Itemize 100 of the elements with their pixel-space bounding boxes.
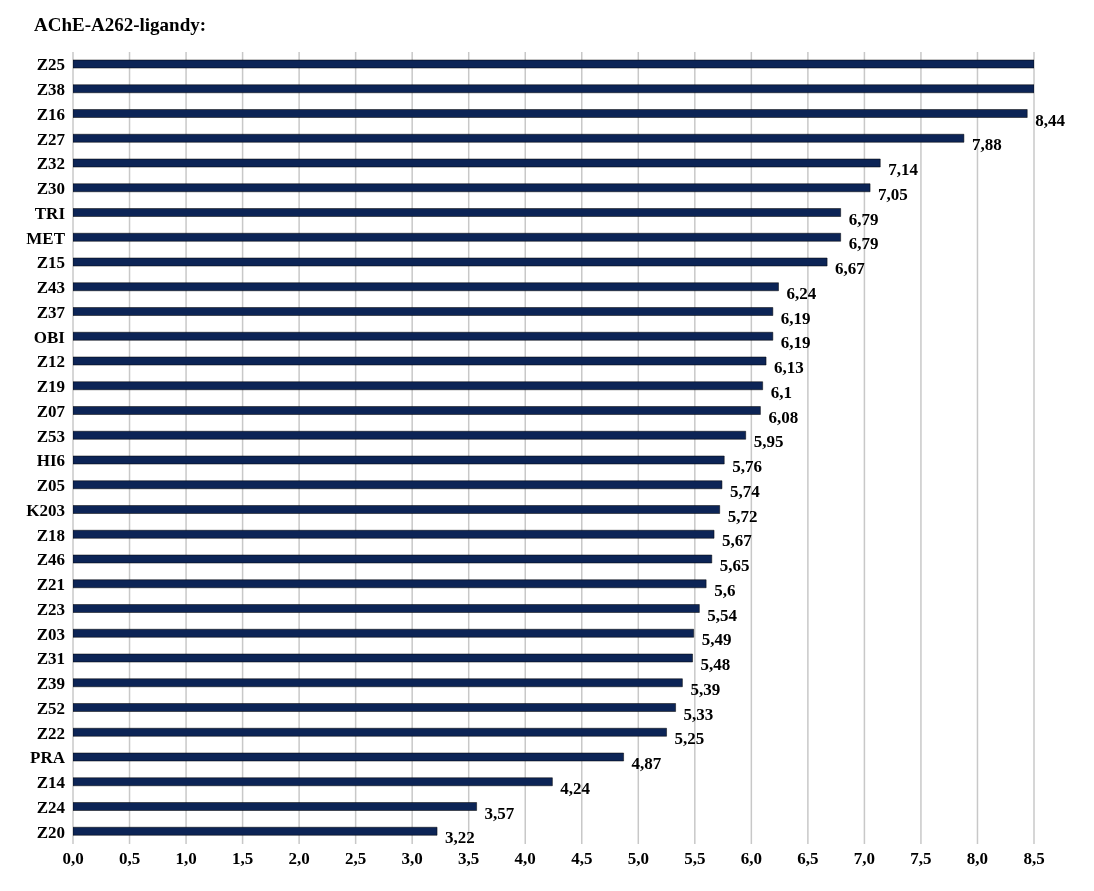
bar — [73, 431, 746, 440]
data-label: 7,14 — [888, 160, 919, 179]
y-tick-label: Z23 — [36, 599, 65, 619]
y-tick-label: Z30 — [36, 179, 65, 199]
bar — [73, 728, 667, 737]
data-label: 5,65 — [719, 556, 750, 575]
bar — [73, 579, 707, 588]
bar — [73, 381, 763, 390]
bar — [73, 406, 761, 415]
y-tick-label: Z39 — [36, 674, 65, 694]
bar — [73, 604, 700, 613]
y-tick-label: Z25 — [36, 55, 65, 75]
x-tick-label: 2,0 — [288, 849, 310, 869]
y-tick-label: Z46 — [36, 550, 65, 570]
bar — [73, 678, 683, 687]
y-tick-label: Z37 — [36, 302, 66, 322]
data-label: 6,67 — [835, 259, 866, 278]
x-tick-label: 8,5 — [1023, 849, 1045, 869]
x-tick-label: 2,5 — [345, 849, 367, 869]
bar — [73, 530, 715, 539]
data-label: 5,76 — [732, 457, 762, 476]
y-tick-label: Z24 — [36, 797, 66, 817]
bar — [73, 134, 965, 143]
y-tick-label: Z14 — [36, 773, 66, 793]
data-label: 5,67 — [722, 531, 753, 551]
data-label: 7,05 — [878, 184, 908, 204]
data-label: 4,24 — [560, 778, 591, 798]
y-tick-label: Z32 — [36, 154, 65, 174]
y-tick-label: HI6 — [36, 451, 65, 471]
y-tick-label: Z27 — [36, 129, 66, 149]
data-label: 5,72 — [727, 506, 758, 526]
y-tick-label: Z15 — [36, 253, 65, 273]
x-tick-label: 0,0 — [62, 849, 84, 869]
x-tick-label: 6,5 — [797, 849, 819, 869]
bar — [73, 505, 720, 514]
bar — [73, 84, 1034, 93]
y-tick-label: Z12 — [36, 352, 65, 372]
bar — [73, 208, 841, 217]
x-tick-label: 6,0 — [740, 849, 762, 869]
data-label: 4,87 — [631, 754, 662, 773]
y-tick-label: Z18 — [36, 525, 65, 545]
x-tick-label: 5,5 — [684, 849, 706, 869]
bar — [73, 703, 676, 712]
bar — [73, 282, 779, 291]
y-tick-label: Z16 — [36, 104, 65, 124]
data-label: 5,6 — [714, 580, 736, 600]
y-tick-label: Z53 — [36, 426, 65, 446]
chart-title: AChE-A262-ligandy: — [34, 14, 208, 37]
y-tick-label: Z31 — [36, 649, 65, 669]
y-tick-label: Z21 — [36, 575, 65, 595]
x-tick-label: 5,0 — [627, 849, 649, 869]
data-label: 3,22 — [445, 828, 475, 848]
bar — [73, 554, 713, 564]
bar — [73, 777, 553, 786]
data-label: 6,13 — [774, 358, 804, 377]
x-tick-label: 7,5 — [910, 849, 932, 869]
data-label: 6,1 — [770, 382, 792, 402]
data-label: 5,74 — [729, 481, 761, 501]
x-tick-label: 1,0 — [175, 849, 197, 869]
y-tick-label: Z20 — [36, 822, 65, 842]
data-label: 6,19 — [780, 333, 811, 353]
x-tick-label: 0,5 — [118, 849, 141, 869]
y-tick-label: OBI — [33, 327, 66, 347]
data-label: 5,48 — [700, 655, 731, 674]
y-tick-label: Z43 — [36, 278, 65, 298]
data-label: 7,88 — [971, 135, 1002, 155]
bar — [73, 802, 477, 811]
y-tick-label: Z05 — [36, 476, 65, 496]
data-label: 5,49 — [701, 630, 732, 650]
bar — [73, 183, 871, 192]
x-tick-label: 3,5 — [458, 849, 480, 869]
y-tick-label: TRI — [34, 203, 66, 223]
x-tick-label: 1,5 — [231, 849, 254, 869]
bar — [73, 455, 725, 465]
x-tick-label: 8,0 — [966, 849, 989, 869]
data-label: 6,79 — [848, 209, 879, 229]
y-tick-label: Z03 — [36, 624, 65, 644]
data-label: 5,95 — [753, 432, 784, 452]
y-tick-label: Z19 — [36, 377, 65, 397]
bar — [73, 233, 841, 242]
bar — [73, 480, 723, 489]
bar — [73, 158, 881, 168]
y-tick-label: Z22 — [36, 723, 65, 743]
data-label: 5,33 — [683, 704, 714, 724]
bar — [73, 653, 693, 663]
y-tick-label: K203 — [26, 500, 65, 520]
data-label: 6,19 — [780, 308, 811, 328]
y-tick-label: Z07 — [36, 401, 66, 421]
data-label: 3,57 — [484, 803, 515, 823]
data-label: 6,08 — [768, 407, 799, 427]
bar — [73, 752, 624, 762]
data-label: 5,39 — [690, 679, 721, 699]
x-tick-label: 4,5 — [571, 849, 593, 869]
bar — [73, 629, 694, 638]
bar — [73, 59, 1034, 69]
data-label: 5,25 — [674, 729, 705, 749]
y-tick-label: MET — [26, 228, 66, 248]
data-label: 6,79 — [848, 234, 879, 254]
bar — [73, 109, 1028, 118]
x-tick-label: 7,0 — [853, 849, 876, 869]
